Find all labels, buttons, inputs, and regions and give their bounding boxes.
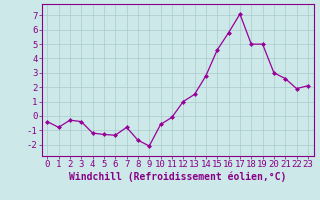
X-axis label: Windchill (Refroidissement éolien,°C): Windchill (Refroidissement éolien,°C) [69,172,286,182]
